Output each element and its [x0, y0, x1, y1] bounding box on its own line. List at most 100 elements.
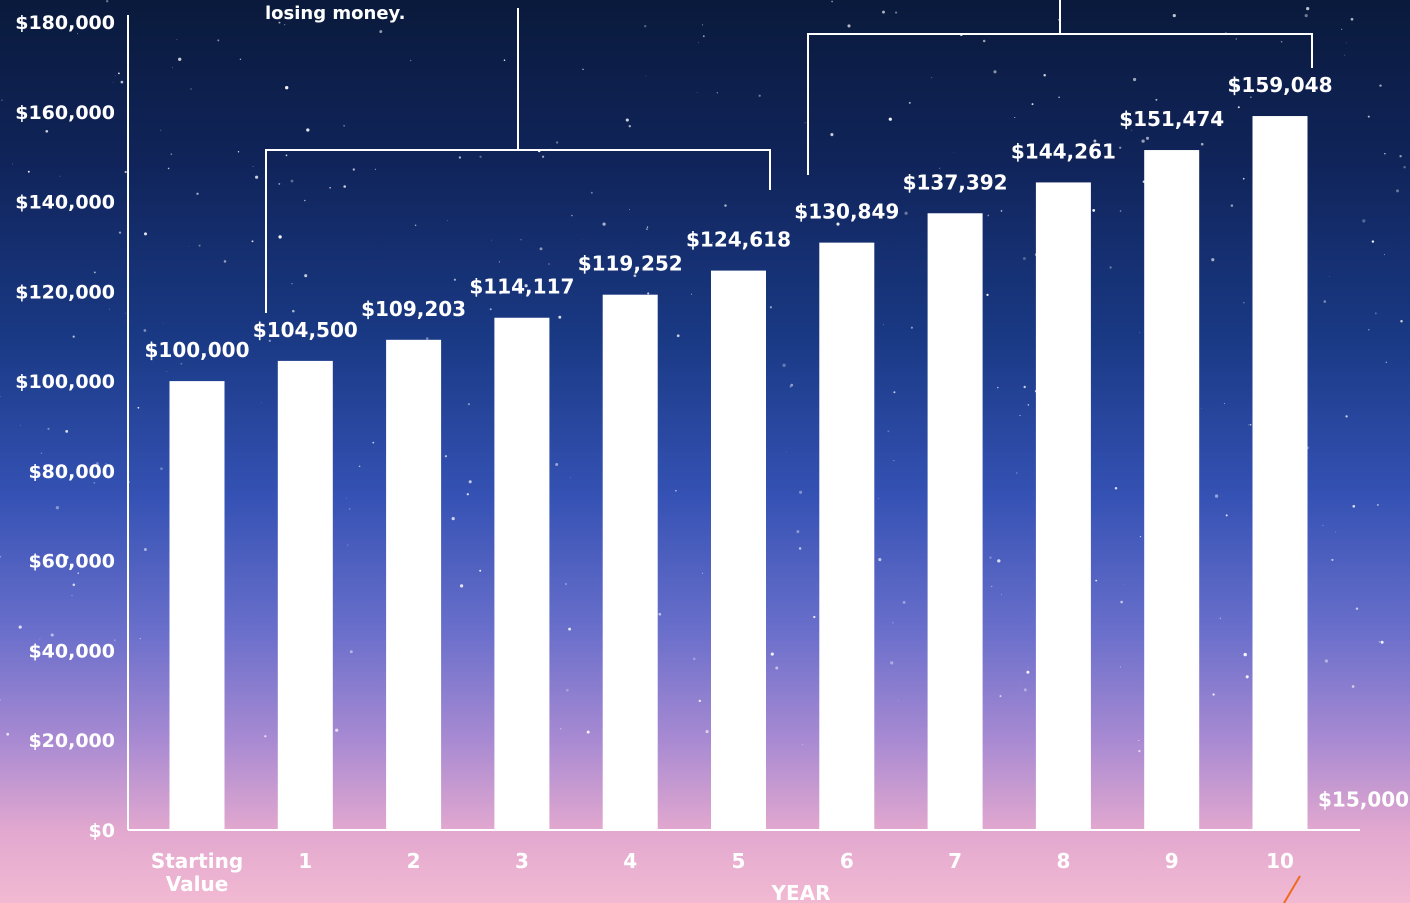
star — [1119, 146, 1122, 149]
y-tick-label: $100,000 — [15, 371, 115, 393]
star — [255, 175, 259, 179]
star — [27, 170, 30, 173]
star — [1345, 415, 1348, 418]
star — [813, 615, 816, 619]
star — [931, 77, 933, 79]
star — [45, 129, 49, 133]
star — [1172, 14, 1176, 18]
star — [705, 730, 709, 734]
star — [115, 75, 116, 77]
star — [414, 224, 417, 227]
annotation-text: losing money. — [265, 3, 405, 24]
bar-value-label: $144,261 — [1011, 139, 1116, 163]
star — [1120, 666, 1122, 668]
star — [285, 86, 289, 90]
star — [166, 371, 168, 373]
star — [633, 274, 637, 278]
star — [628, 208, 631, 211]
star — [479, 155, 482, 158]
star — [625, 118, 629, 122]
star — [40, 452, 43, 454]
star — [831, 0, 833, 3]
star — [902, 601, 906, 604]
star — [447, 220, 448, 221]
star — [1043, 73, 1046, 77]
star — [908, 101, 911, 104]
star — [789, 385, 792, 388]
star — [628, 124, 632, 128]
star — [71, 594, 73, 597]
star — [503, 59, 506, 61]
star — [72, 335, 75, 338]
star — [987, 214, 990, 217]
star — [770, 652, 774, 656]
star — [1235, 38, 1237, 40]
star — [1201, 408, 1202, 410]
bar-orange-value-label: $15,000 — [1318, 788, 1409, 812]
star — [77, 33, 78, 35]
star — [1341, 28, 1343, 30]
star — [304, 274, 308, 278]
star — [291, 283, 293, 285]
star — [878, 558, 882, 562]
star — [1119, 210, 1122, 212]
star — [542, 155, 545, 158]
star — [304, 199, 306, 202]
star — [1399, 155, 1402, 158]
star — [1280, 40, 1283, 43]
star — [118, 72, 120, 75]
star — [268, 339, 271, 342]
star — [105, 463, 107, 465]
bar — [386, 339, 442, 830]
bar — [1252, 116, 1308, 830]
star — [548, 263, 550, 265]
star — [539, 247, 543, 251]
star — [1000, 210, 1003, 212]
star — [77, 298, 79, 299]
star — [1384, 153, 1386, 155]
star — [1141, 139, 1145, 143]
x-tick-label: 9 — [1165, 849, 1179, 873]
star — [1306, 6, 1310, 11]
star — [498, 261, 500, 263]
star — [1351, 685, 1355, 688]
star — [65, 555, 69, 560]
star — [645, 75, 647, 77]
star — [997, 559, 1001, 563]
star — [144, 232, 147, 236]
star — [1323, 300, 1327, 303]
star — [953, 152, 954, 154]
star — [20, 425, 21, 426]
y-tick-label: $140,000 — [15, 192, 115, 214]
star — [198, 244, 201, 247]
x-tick-label: 2 — [407, 849, 421, 873]
star — [524, 284, 528, 288]
star — [95, 462, 99, 466]
star — [602, 222, 606, 226]
star — [895, 11, 898, 14]
star — [0, 555, 2, 558]
star — [786, 451, 787, 453]
x-tick-label: 1 — [298, 849, 312, 873]
star — [1379, 84, 1382, 87]
star — [63, 465, 65, 467]
star — [118, 231, 122, 234]
x-tick-label: 4 — [623, 849, 637, 873]
star — [346, 497, 347, 499]
bracket-years-1-5 — [265, 8, 771, 313]
star — [444, 455, 447, 458]
star — [120, 80, 124, 84]
star — [178, 57, 182, 61]
star — [162, 323, 164, 325]
star — [252, 165, 254, 167]
star — [425, 337, 429, 340]
star — [643, 24, 647, 28]
star — [239, 58, 242, 60]
star — [1243, 652, 1247, 657]
star — [1383, 254, 1385, 256]
star — [1362, 219, 1366, 223]
star — [468, 480, 472, 484]
star — [167, 167, 170, 170]
star — [290, 179, 294, 183]
